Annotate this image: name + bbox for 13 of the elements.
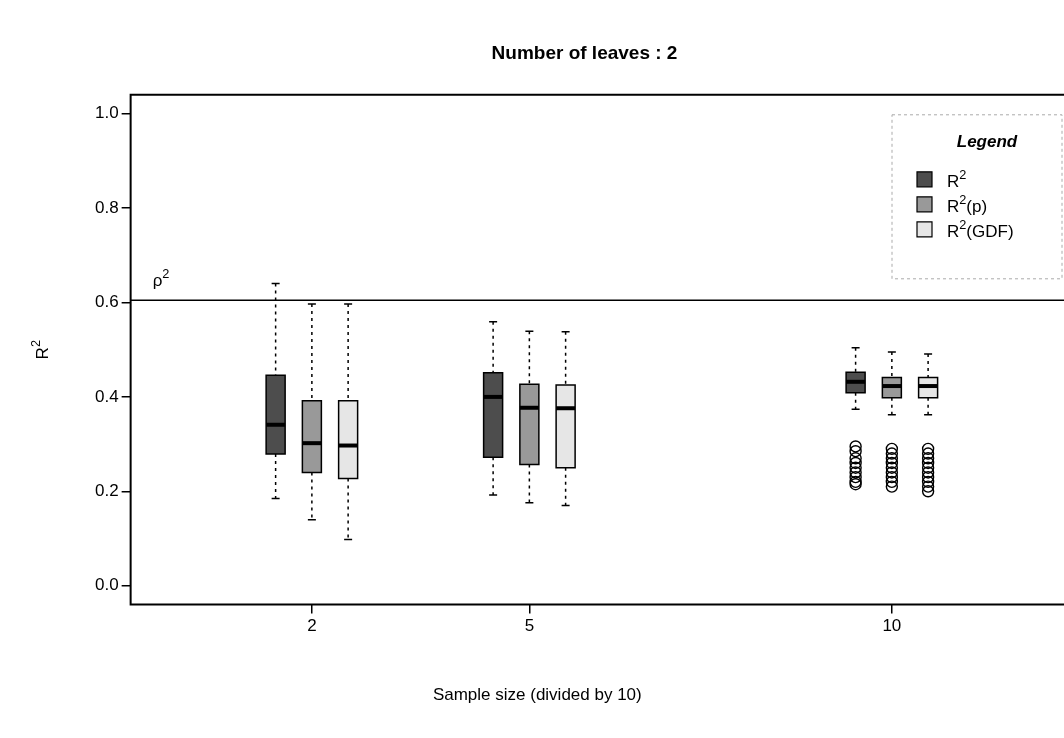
y-tick-label: 0.2: [94, 481, 119, 500]
y-tick-label: 1.0: [94, 103, 119, 123]
x-tick-label: 2: [307, 616, 317, 636]
chart-title: Number of leaves : 2: [491, 41, 678, 63]
x-tick-label: 5: [524, 616, 535, 636]
legend-title: Legend: [956, 131, 1018, 151]
y-tick-label: 0.0: [94, 575, 119, 595]
y-tick-label: 0.6: [94, 292, 119, 312]
y-axis-title: R2: [28, 340, 52, 360]
x-axis-title: Sample size (divided by 10): [432, 684, 642, 704]
y-tick-label: 0.4: [94, 386, 119, 406]
y-tick-label: 0.8: [94, 197, 119, 217]
x-tick-label: 10: [882, 616, 902, 636]
